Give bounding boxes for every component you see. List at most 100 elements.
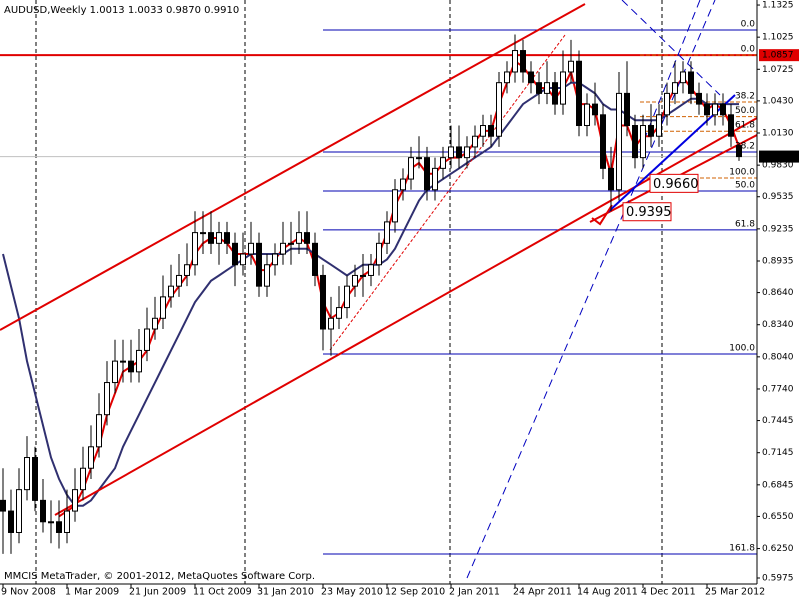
candle-body — [136, 349, 142, 373]
candle-body — [552, 82, 558, 105]
x-tick-label: 31 Jan 2010 — [257, 587, 314, 598]
trendline — [329, 34, 566, 351]
marker — [591, 204, 613, 226]
candle-body — [272, 253, 278, 266]
candle-body — [664, 92, 670, 116]
x-tick-label: 9 Nov 2008 — [1, 587, 56, 598]
candle-body — [464, 146, 470, 159]
fib-label: 61.8 — [735, 121, 755, 131]
candle-body — [304, 232, 310, 244]
y-tick-label: 0.9830 — [762, 161, 794, 171]
candle-body — [248, 242, 254, 255]
candle-body — [216, 232, 222, 244]
footer: MMCIS MetaTrader, © 2001-2012, MetaQuote… — [4, 571, 315, 582]
candle-body — [456, 146, 462, 159]
candle-body — [448, 146, 454, 159]
fib-label: 0.0 — [741, 45, 756, 55]
annotation-box — [622, 202, 672, 222]
candle-body — [520, 50, 526, 73]
price-label: 0.9910 — [762, 152, 794, 162]
candle-body — [192, 232, 198, 266]
candle-body — [48, 521, 54, 524]
channel-upper — [0, 3, 586, 331]
candle-body — [544, 82, 550, 94]
x-tick-label: 2 Jan 2011 — [449, 587, 500, 598]
candle-body — [144, 328, 150, 351]
fib-label: 100.0 — [729, 343, 755, 353]
y-tick-label: 0.9235 — [762, 224, 794, 234]
x-tick-label: 21 Jun 2009 — [129, 587, 186, 598]
candle-body — [224, 232, 230, 244]
candle-body — [320, 274, 326, 330]
y-tick-label: 1.1025 — [762, 33, 794, 43]
x-tick-label: 24 Apr 2011 — [513, 587, 572, 598]
candle-body — [496, 82, 502, 137]
trendlines — [0, 0, 758, 579]
candle-body — [176, 274, 182, 287]
candle-body — [592, 103, 598, 116]
candle-body — [584, 103, 590, 127]
price-label-box — [759, 49, 799, 62]
y-tick-label: 1.1325 — [762, 1, 794, 11]
candle-body — [536, 82, 542, 94]
candle-body — [280, 242, 286, 255]
candle-body — [336, 307, 342, 319]
candle-body — [472, 135, 478, 148]
candle-body — [344, 285, 350, 309]
candle-body — [16, 489, 22, 533]
y-tick-label: 0.8935 — [762, 256, 794, 266]
channel-lower — [54, 117, 758, 516]
candle-body — [288, 242, 294, 245]
candle-body — [624, 92, 630, 127]
candle-body — [32, 457, 38, 501]
candle-body — [184, 264, 190, 276]
y-tick-label: 0.7145 — [762, 448, 794, 458]
candle-body — [256, 242, 262, 287]
x-tick-label: 14 Aug 2011 — [577, 587, 638, 598]
candle-body — [672, 82, 678, 94]
y-tick-label: 0.9535 — [762, 192, 794, 202]
y-tick-label: 0.5975 — [762, 574, 794, 584]
candle-body — [688, 71, 694, 94]
price-label: 1.0857 — [762, 51, 794, 61]
candle-body — [416, 157, 422, 160]
y-tick-label: 0.8640 — [762, 288, 794, 298]
candle-body — [64, 510, 70, 533]
candle-body — [152, 317, 158, 330]
candle-body — [80, 467, 86, 491]
candle-body — [480, 125, 486, 137]
candle-body — [392, 189, 398, 223]
candle-body — [168, 285, 174, 298]
x-tick-label: 12 Sep 2010 — [385, 587, 445, 598]
y-tick-label: 0.6845 — [762, 480, 794, 490]
candle-body — [648, 125, 654, 137]
candle-body — [656, 114, 662, 137]
candle-body — [720, 103, 726, 116]
candle-body — [440, 157, 446, 169]
candle-body — [528, 71, 534, 84]
candle-body — [312, 242, 318, 276]
candle-body — [128, 360, 134, 373]
candle-body — [0, 499, 6, 512]
candle-body — [352, 274, 358, 287]
candle-body — [560, 71, 566, 105]
candle-body — [24, 457, 30, 491]
x-tick-label: 23 May 2010 — [321, 587, 383, 598]
fib-label: 50.0 — [735, 180, 755, 190]
candle-body — [360, 274, 366, 277]
annotation-box — [649, 173, 699, 193]
candle-body — [296, 232, 302, 244]
y-tick-label: 1.0130 — [762, 129, 794, 139]
candle-body — [376, 242, 382, 266]
candle-body — [736, 145, 742, 158]
y-tick-label: 1.0725 — [762, 65, 794, 75]
candle-body — [424, 157, 430, 191]
candle-body — [504, 71, 510, 84]
candle-body — [232, 242, 238, 266]
fib-label: 61.8 — [735, 219, 755, 229]
candle-body — [640, 125, 646, 159]
y-tick-label: 0.8040 — [762, 352, 794, 362]
